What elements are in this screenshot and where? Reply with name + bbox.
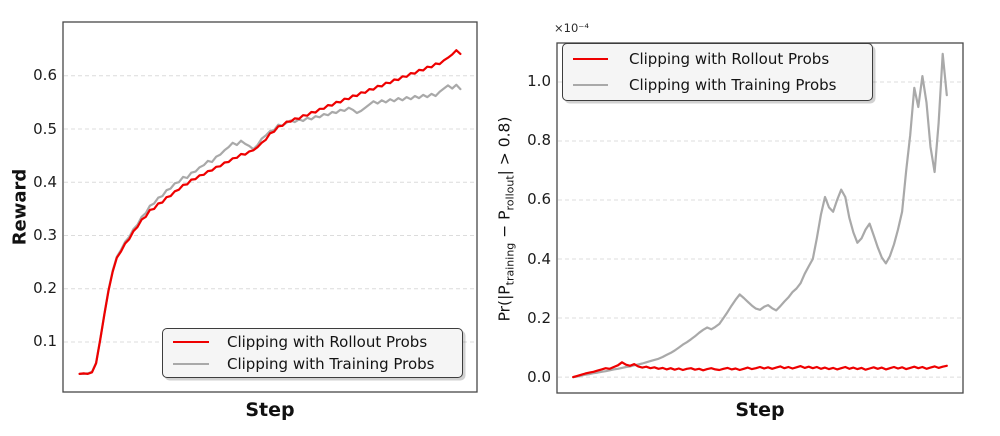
y-tick-label: 1.0 — [527, 72, 551, 91]
y-tick-label: 0.5 — [33, 119, 57, 138]
legend-label: Clipping with Training Probs — [227, 355, 435, 373]
y-tick-label: 0.0 — [527, 367, 551, 386]
legend-entry-rollout: Clipping with Rollout Probs — [171, 333, 454, 351]
axis-offset-text: ×10⁻⁴ — [554, 21, 589, 35]
gray-line-sample — [573, 83, 608, 87]
ylabel-subscript: training — [503, 242, 517, 286]
y-tick-label: 0.4 — [33, 172, 57, 191]
ylabel-text: Pr(|P — [495, 285, 514, 322]
left-y-axis-label: Reward — [9, 168, 31, 246]
legend-entry-training: Clipping with Training Probs — [571, 76, 864, 94]
legend-entry-rollout: Clipping with Rollout Probs — [571, 50, 864, 68]
right-legend: Clipping with Rollout Probs Clipping wit… — [562, 43, 873, 101]
left-legend: Clipping with Rollout Probs Clipping wit… — [162, 328, 463, 378]
series-line — [572, 52, 948, 379]
legend-entry-training: Clipping with Training Probs — [171, 355, 454, 373]
legend-label: Clipping with Rollout Probs — [227, 333, 428, 351]
y-tick-label: 0.8 — [527, 131, 551, 150]
ylabel-text: | > 0.8) — [495, 116, 514, 176]
red-line-sample — [173, 340, 209, 344]
series-line — [78, 49, 462, 375]
y-tick-label: 0.3 — [33, 225, 57, 244]
y-tick-label: 0.6 — [33, 66, 57, 85]
left-x-axis-label: Step — [245, 399, 295, 421]
y-tick-label: 0.2 — [527, 308, 551, 327]
y-tick-label: 0.1 — [33, 332, 57, 351]
ylabel-subscript: rollout — [503, 175, 517, 211]
ylabel-text: − P — [495, 210, 514, 243]
right-x-axis-label: Step — [735, 399, 785, 421]
right-y-axis-label: Pr(|Ptraining − Prollout| > 0.8) — [495, 117, 516, 322]
series-line — [572, 361, 948, 379]
y-tick-label: 0.2 — [33, 279, 57, 298]
gray-line-sample — [173, 362, 209, 366]
red-line-sample — [573, 57, 608, 61]
y-tick-label: 0.4 — [527, 249, 551, 268]
y-tick-label: 0.6 — [527, 190, 551, 209]
legend-label: Clipping with Training Probs — [629, 76, 837, 94]
legend-label: Clipping with Rollout Probs — [629, 50, 830, 68]
